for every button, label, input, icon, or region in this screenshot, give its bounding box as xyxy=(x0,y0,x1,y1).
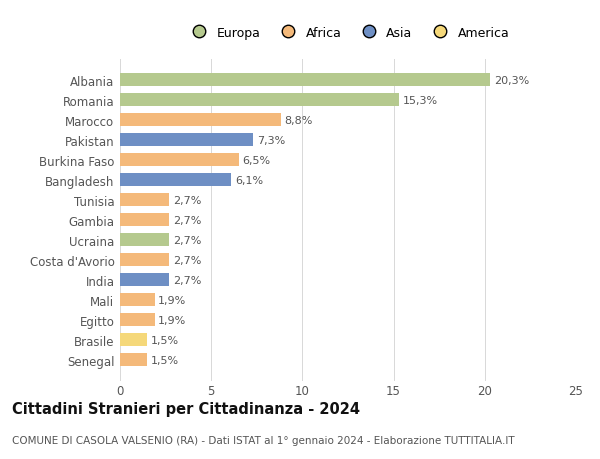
Text: 2,7%: 2,7% xyxy=(173,215,201,225)
Legend: Europa, Africa, Asia, America: Europa, Africa, Asia, America xyxy=(184,24,512,42)
Bar xyxy=(120,353,148,366)
Text: 7,3%: 7,3% xyxy=(257,135,285,146)
Text: 6,1%: 6,1% xyxy=(235,175,263,185)
Bar xyxy=(120,294,155,307)
Bar xyxy=(120,274,169,286)
Text: 1,5%: 1,5% xyxy=(151,355,179,365)
Bar xyxy=(120,74,490,87)
Bar xyxy=(120,154,239,167)
Text: 1,5%: 1,5% xyxy=(151,335,179,345)
Text: 6,5%: 6,5% xyxy=(242,156,271,166)
Bar xyxy=(120,94,399,107)
Bar xyxy=(120,254,169,267)
Bar xyxy=(120,134,253,147)
Text: 20,3%: 20,3% xyxy=(494,76,529,86)
Text: 8,8%: 8,8% xyxy=(284,116,313,126)
Text: 2,7%: 2,7% xyxy=(173,235,201,245)
Text: 2,7%: 2,7% xyxy=(173,275,201,285)
Text: 1,9%: 1,9% xyxy=(158,315,187,325)
Bar xyxy=(120,174,231,187)
Bar xyxy=(120,313,155,326)
Bar xyxy=(120,214,169,227)
Text: COMUNE DI CASOLA VALSENIO (RA) - Dati ISTAT al 1° gennaio 2024 - Elaborazione TU: COMUNE DI CASOLA VALSENIO (RA) - Dati IS… xyxy=(12,435,515,445)
Text: 2,7%: 2,7% xyxy=(173,196,201,205)
Bar xyxy=(120,194,169,207)
Text: 2,7%: 2,7% xyxy=(173,255,201,265)
Text: Cittadini Stranieri per Cittadinanza - 2024: Cittadini Stranieri per Cittadinanza - 2… xyxy=(12,401,360,416)
Bar xyxy=(120,114,281,127)
Text: 15,3%: 15,3% xyxy=(403,96,438,106)
Text: 1,9%: 1,9% xyxy=(158,295,187,305)
Bar xyxy=(120,334,148,347)
Bar xyxy=(120,234,169,247)
